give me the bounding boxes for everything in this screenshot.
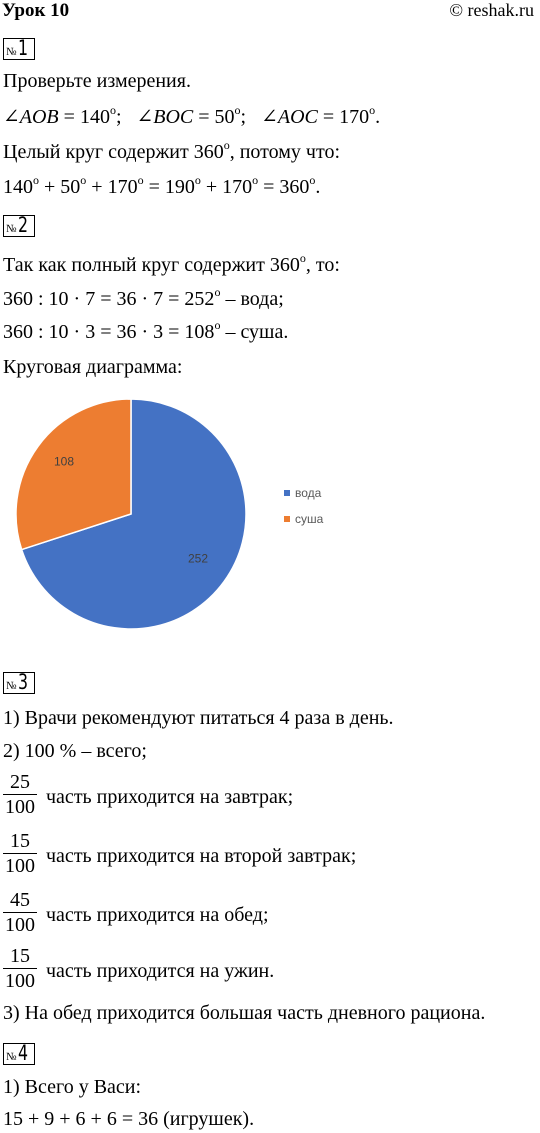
task3-line2: 2) 100 % – всего; [3,740,147,762]
task1-line3: Целый круг содержит 360o, потому что: [3,138,341,163]
lesson-title: Урок 10 [2,0,70,21]
task1-equation: 140o + 50o + 170o = 190o + 170o = 360o. [3,173,321,198]
task4-line1: 1) Всего у Васи: [3,1076,142,1098]
fraction-dinner-text: часть приходится на ужин. [46,960,275,982]
number-sign: № [6,46,17,58]
number-sign: № [6,223,17,235]
fraction-dinner: 15 100 [3,945,37,992]
task2-line3: 360 : 10 · 3 = 36 · 3 = 108o – суша. [3,318,289,343]
fraction-second-breakfast-text: часть приходится на второй завтрак; [46,845,357,867]
fraction-breakfast-text: часть приходится на завтрак; [46,786,294,808]
pie-chart-svg: 252 108 вода суша [15,398,324,630]
pie-slice-вода [20,398,247,630]
task-number-2: № 2 [3,215,35,237]
task2-line2: 360 : 10 · 7 = 36 · 7 = 252o – вода; [3,285,284,310]
task2-line1: Так как полный круг содержит 360o, то: [3,251,340,276]
site-credit: © reshak.ru [449,0,534,20]
fraction-breakfast: 25 100 [3,771,37,818]
task-number-value: 3 [17,670,28,694]
task2-line4: Круговая диаграмма: [3,356,183,378]
pie-data-label-вода: 252 [188,552,208,566]
legend-label-вода: вода [295,486,322,500]
task4-line2: 15 + 9 + 6 + 6 = 36 (игрушек). [3,1108,255,1130]
task1-line1: Проверьте измерения. [3,70,191,92]
task-number-3: № 3 [3,672,35,694]
pie-slice-суша [15,398,132,551]
task1-angles: ∠AOB = 140o; ∠BOC = 50o; ∠AOC = 170o. [3,103,381,128]
task-number-value: 4 [17,1041,28,1065]
legend-swatch-вода [284,490,290,496]
task-number-value: 2 [17,213,28,237]
legend-label-суша: суша [295,512,324,526]
fraction-second-breakfast: 15 100 [3,830,37,877]
task3-line7: 3) На обед приходится большая часть днев… [3,1002,486,1024]
number-sign: № [6,1051,17,1063]
task-number-4: № 4 [3,1043,35,1065]
pie-chart: 252 108 вода суша [0,388,540,650]
task-number-value: 1 [17,36,28,60]
pie-data-label-суша: 108 [54,454,74,468]
task-number-1: № 1 [3,38,35,60]
fraction-lunch-text: часть приходится на обед; [46,904,269,926]
number-sign: № [6,680,17,692]
task3-line1: 1) Врачи рекомендуют питаться 4 раза в д… [3,707,394,729]
legend-swatch-суша [284,516,290,522]
fraction-lunch: 45 100 [3,889,37,936]
